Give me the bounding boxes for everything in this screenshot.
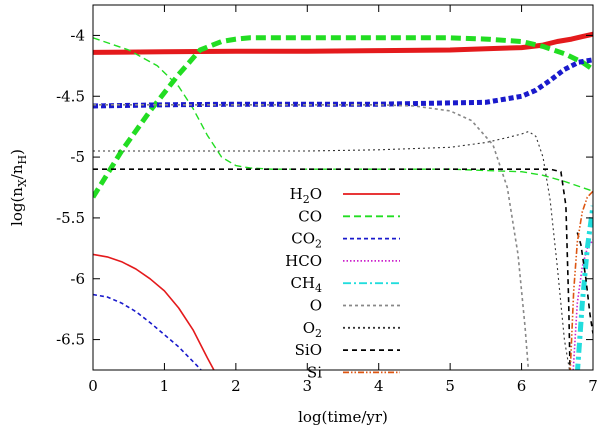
legend-entry: SiO [295, 341, 400, 359]
legend-entry: O [310, 297, 400, 315]
x-tick-label: 3 [303, 377, 313, 395]
series-line-1 [93, 31, 593, 55]
x-tick-label: 1 [160, 377, 170, 395]
y-axis-label: log(nX/nH) [8, 149, 29, 226]
y-tick-label: -5.5 [56, 209, 85, 227]
y-tick-label: -6.5 [56, 331, 85, 349]
y-tick-label: -5 [70, 148, 85, 166]
series-line-7 [575, 205, 593, 370]
series-layer [93, 31, 593, 370]
legend-entry: CH4 [290, 274, 400, 295]
x-tick-label: 7 [588, 377, 598, 395]
legend-label: O2 [303, 319, 322, 340]
x-tick-label: 2 [231, 377, 241, 395]
legend-label: CO2 [291, 230, 322, 251]
legend-entry: CO [298, 207, 400, 225]
series-line-0 [93, 253, 215, 370]
legend-entry: O2 [303, 319, 400, 340]
plot-frame [92, 4, 594, 371]
legend-entry: CO2 [291, 230, 400, 251]
y-tick-label: -4.5 [56, 87, 85, 105]
series-line-11 [576, 232, 593, 334]
series-line-4 [93, 293, 202, 370]
legend-label: H2O [290, 185, 322, 206]
x-tick-label: 4 [374, 377, 384, 395]
tick-layer: 0 1 2 3 4 5 6 7 -4 -4.5 -5 -5.5 -6 -6.5 [56, 5, 598, 395]
legend-entry: H2O [290, 185, 400, 206]
series-line-12 [569, 190, 593, 370]
series-line-2 [93, 37, 593, 192]
series-line-10 [93, 168, 571, 370]
legend-label: SiO [295, 341, 322, 359]
legend-entry: Si [307, 363, 400, 381]
x-tick-label: 0 [88, 377, 98, 395]
series-line-3 [93, 35, 593, 199]
legend-label: HCO [285, 252, 322, 270]
legend-label: Si [307, 363, 322, 381]
legend-label: CO [298, 207, 322, 225]
y-tick-label: -6 [70, 270, 85, 288]
x-axis-label: log(time/yr) [298, 408, 388, 426]
x-tick-label: 5 [445, 377, 455, 395]
legend-label: CH4 [290, 274, 322, 295]
legend-label: O [310, 297, 322, 315]
series-line-5 [93, 57, 593, 109]
y-tick-label: -4 [70, 26, 85, 44]
series-line-9 [93, 130, 571, 370]
legend-entry: HCO [285, 252, 400, 270]
x-tick-label: 6 [517, 377, 527, 395]
